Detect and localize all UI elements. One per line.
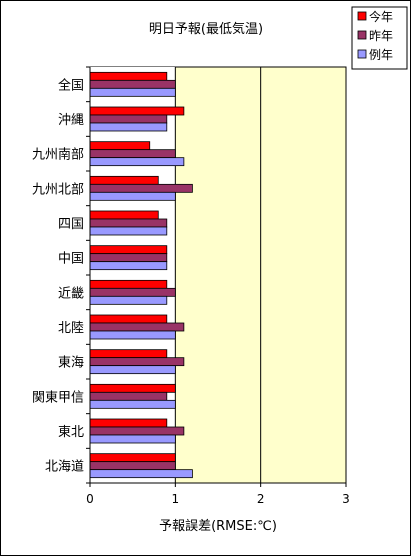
bar-例年-東海 [89,365,176,375]
bar-今年-北陸 [89,314,168,324]
y-tick-label-全国: 全国 [58,77,84,93]
bar-今年-九州北部 [89,175,159,185]
y-tick-label-近畿: 近畿 [58,286,84,301]
bar-例年-九州北部 [89,191,176,201]
bar-例年-近畿 [89,295,168,305]
x-tick-label-0: 0 [86,492,94,506]
y-tick-label-東海: 東海 [58,355,84,371]
bar-昨年-近畿 [89,287,176,297]
y-tick-label-沖縄: 沖縄 [58,113,84,128]
bar-例年-全国 [89,87,176,97]
bar-昨年-沖縄 [89,114,168,124]
bar-今年-北海道 [89,453,176,463]
y-tick-label-九州南部: 九州南部 [32,147,84,163]
bar-今年-中国 [89,245,168,255]
legend-label-今年: 今年 [369,9,393,24]
bar-今年-九州南部 [89,141,151,151]
bar-今年-沖縄 [89,106,185,116]
y-tick-label-東北: 東北 [58,424,84,440]
bar-例年-北陸 [89,330,176,340]
y-tick-label-九州北部: 九州北部 [32,182,84,197]
bars [89,71,193,479]
bar-昨年-四国 [89,218,168,228]
bar-今年-関東甲信 [89,383,176,393]
bar-昨年-北海道 [89,461,176,471]
bar-例年-中国 [89,261,168,271]
y-tick-label-関東甲信: 関東甲信 [32,389,84,405]
legend-label-昨年: 昨年 [369,29,393,43]
y-tick-label-北陸: 北陸 [58,320,84,336]
bar-今年-全国 [89,71,168,81]
bar-昨年-関東甲信 [89,391,168,401]
chart-title: 明日予報(最低気温) [149,21,263,37]
bar-例年-四国 [89,226,168,236]
y-tick-label-中国: 中国 [58,252,84,267]
bar-昨年-九州北部 [89,183,193,193]
bar-昨年-九州南部 [89,149,176,159]
bar-例年-九州南部 [89,157,185,167]
bar-今年-四国 [89,210,159,220]
legend-swatch-昨年 [357,30,367,40]
x-tick-label-3: 3 [342,492,350,506]
legend-swatch-例年 [357,49,367,59]
y-tick-label-四国: 四国 [58,217,84,232]
bar-今年-東海 [89,349,168,359]
bar-昨年-中国 [89,253,168,263]
x-tick-label-2: 2 [257,492,265,506]
bar-今年-近畿 [89,279,168,289]
bar-例年-沖縄 [89,122,168,132]
bar-昨年-東北 [89,426,185,436]
bar-例年-北海道 [89,469,193,479]
bar-昨年-北陸 [89,322,185,332]
bar-今年-東北 [89,418,168,428]
bar-昨年-東海 [89,357,185,367]
x-tick-label-1: 1 [172,492,180,506]
bar-昨年-全国 [89,79,176,89]
y-tick-label-北海道: 北海道 [45,460,84,475]
bar-例年-東北 [89,434,176,444]
plot-background-white-band [90,67,176,483]
gridlines [90,67,262,483]
bar-例年-関東甲信 [89,399,176,409]
legend-swatch-今年 [357,11,367,21]
legend-label-例年: 例年 [369,48,393,62]
x-axis-title: 予報誤差(RMSE:℃) [159,518,277,534]
